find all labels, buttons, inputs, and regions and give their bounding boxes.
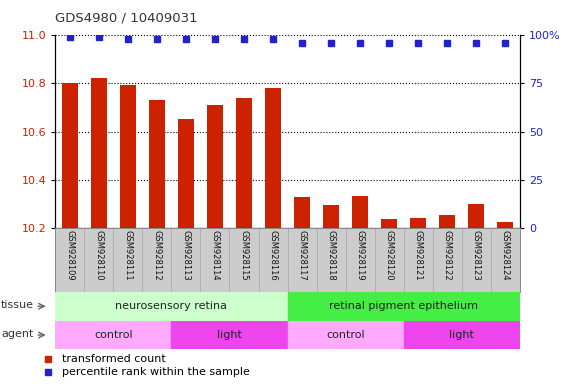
Text: retinal pigment epithelium: retinal pigment epithelium	[329, 301, 478, 311]
Bar	[62, 83, 78, 228]
Bar	[439, 215, 456, 228]
Bar	[120, 86, 136, 228]
Bar	[178, 119, 194, 228]
Text: tissue: tissue	[1, 300, 34, 310]
Bar	[55, 292, 288, 321]
Text: GSM928110: GSM928110	[94, 230, 103, 281]
Bar	[497, 222, 514, 228]
Bar	[410, 218, 426, 228]
Bar	[149, 100, 165, 228]
Text: light: light	[217, 330, 242, 340]
Text: GSM928109: GSM928109	[65, 230, 74, 281]
Text: GSM928123: GSM928123	[472, 230, 481, 281]
Text: GSM928120: GSM928120	[385, 230, 394, 281]
Text: GSM928117: GSM928117	[297, 230, 307, 281]
Bar	[323, 205, 339, 228]
Bar	[288, 321, 404, 349]
Text: GSM928115: GSM928115	[239, 230, 249, 281]
Text: GSM928118: GSM928118	[327, 230, 336, 281]
Bar	[294, 197, 310, 228]
Text: GSM928124: GSM928124	[501, 230, 510, 281]
Bar	[352, 196, 368, 228]
Text: GSM928113: GSM928113	[181, 230, 191, 281]
Bar	[91, 78, 107, 228]
Text: agent: agent	[2, 329, 34, 339]
Text: light: light	[450, 330, 474, 340]
Bar	[468, 204, 485, 228]
Bar	[236, 98, 252, 228]
Text: GSM928111: GSM928111	[123, 230, 132, 281]
Text: GDS4980 / 10409031: GDS4980 / 10409031	[55, 12, 198, 25]
Text: neurosensory retina: neurosensory retina	[116, 301, 227, 311]
Text: GSM928121: GSM928121	[414, 230, 423, 281]
Bar	[55, 321, 171, 349]
Text: GSM928122: GSM928122	[443, 230, 452, 281]
Text: control: control	[327, 330, 365, 340]
Text: transformed count: transformed count	[62, 354, 166, 364]
Bar	[171, 321, 288, 349]
Bar	[381, 219, 397, 228]
Text: GSM928116: GSM928116	[268, 230, 278, 281]
Bar	[207, 105, 223, 228]
Text: control: control	[94, 330, 132, 340]
Text: GSM928112: GSM928112	[152, 230, 162, 281]
Bar	[404, 321, 520, 349]
Text: GSM928119: GSM928119	[356, 230, 365, 281]
Text: percentile rank within the sample: percentile rank within the sample	[62, 367, 250, 377]
Bar	[265, 88, 281, 228]
Text: GSM928114: GSM928114	[210, 230, 220, 281]
Bar	[288, 292, 520, 321]
